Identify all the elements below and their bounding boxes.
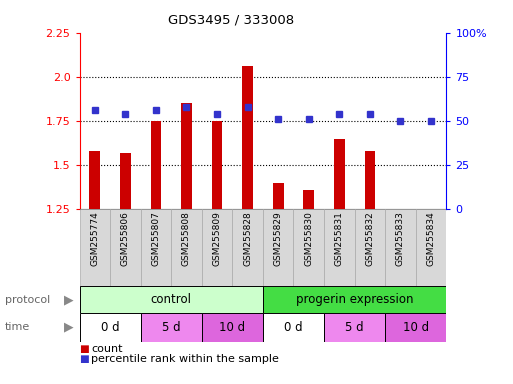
Bar (80, 286, 263, 313)
Text: percentile rank within the sample: percentile rank within the sample (91, 354, 279, 364)
Text: time: time (5, 322, 30, 333)
Text: GSM255831: GSM255831 (335, 212, 344, 266)
Bar (324, 313, 385, 342)
Text: GSM255829: GSM255829 (274, 212, 283, 266)
Text: GSM255774: GSM255774 (90, 212, 100, 266)
Bar (385, 313, 446, 342)
Bar (293, 209, 324, 286)
Bar (416, 209, 446, 286)
Bar (303, 190, 314, 209)
Text: GSM255832: GSM255832 (365, 212, 374, 266)
Text: 10 d: 10 d (219, 321, 245, 334)
Text: progerin expression: progerin expression (296, 293, 413, 306)
Bar (141, 313, 202, 342)
Text: 5 d: 5 d (345, 321, 364, 334)
Text: control: control (151, 293, 192, 306)
Bar (80, 209, 110, 286)
Text: 10 d: 10 d (403, 321, 429, 334)
Bar (263, 286, 446, 313)
Text: GSM255807: GSM255807 (151, 212, 161, 266)
Text: count: count (91, 344, 123, 354)
Bar (202, 313, 263, 342)
Bar (263, 209, 293, 286)
Text: GDS3495 / 333008: GDS3495 / 333008 (168, 13, 294, 26)
Bar (354, 209, 385, 286)
Bar (263, 313, 324, 342)
Bar (80, 313, 141, 342)
Text: GSM255833: GSM255833 (396, 212, 405, 266)
Text: GSM255834: GSM255834 (426, 212, 436, 266)
Bar (181, 103, 192, 209)
Text: 5 d: 5 d (162, 321, 181, 334)
Text: ▶: ▶ (65, 293, 74, 306)
Text: GSM255808: GSM255808 (182, 212, 191, 266)
Bar (242, 66, 253, 209)
Bar (324, 209, 354, 286)
Bar (89, 151, 100, 209)
Bar (365, 151, 375, 209)
Bar (232, 209, 263, 286)
Bar (334, 139, 345, 209)
Bar (202, 209, 232, 286)
Text: GSM255828: GSM255828 (243, 212, 252, 266)
Bar (171, 209, 202, 286)
Bar (273, 183, 284, 209)
Text: ■: ■ (80, 354, 89, 364)
Bar (151, 121, 161, 209)
Bar (212, 121, 223, 209)
Text: 0 d: 0 d (101, 321, 120, 334)
Text: ■: ■ (80, 344, 89, 354)
Bar (120, 153, 131, 209)
Text: GSM255806: GSM255806 (121, 212, 130, 266)
Text: 0 d: 0 d (284, 321, 303, 334)
Text: ▶: ▶ (65, 321, 74, 334)
Bar (141, 209, 171, 286)
Bar (385, 209, 416, 286)
Text: GSM255830: GSM255830 (304, 212, 313, 266)
Bar (110, 209, 141, 286)
Text: GSM255809: GSM255809 (212, 212, 222, 266)
Text: protocol: protocol (5, 295, 50, 305)
